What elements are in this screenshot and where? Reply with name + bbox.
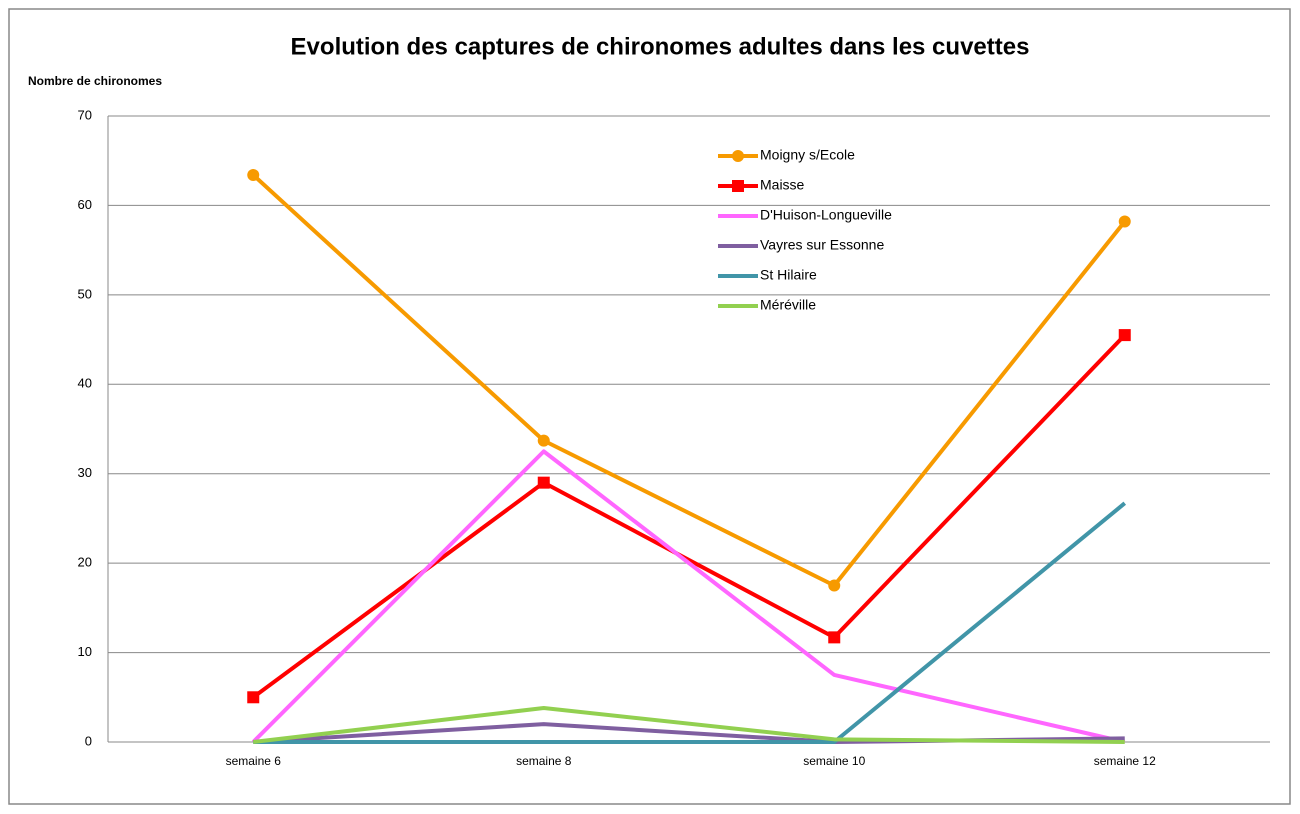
y-tick-label: 70 <box>78 107 92 122</box>
y-tick-label: 50 <box>78 286 92 301</box>
y-axis-label: Nombre de chironomes <box>28 74 162 88</box>
y-tick-label: 0 <box>85 733 92 748</box>
chart-border <box>8 8 1291 805</box>
series-line <box>252 333 1127 699</box>
legend-label: Méréville <box>760 297 816 313</box>
series-line <box>253 706 1125 744</box>
marker <box>247 691 260 704</box>
marker <box>828 631 841 644</box>
series-line <box>253 501 1127 744</box>
legend-marker <box>732 180 744 192</box>
legend-label: Maisse <box>760 177 805 193</box>
marker <box>247 169 260 182</box>
x-tick-label: semaine 12 <box>1094 754 1156 768</box>
y-tick-label: 30 <box>78 465 92 480</box>
series-line <box>251 449 1126 744</box>
chart-title: Evolution des captures de chironomes adu… <box>291 33 1030 60</box>
marker <box>1118 329 1131 342</box>
series-line <box>251 173 1127 588</box>
marker <box>1118 215 1131 228</box>
x-tick-label: semaine 10 <box>803 754 865 768</box>
y-tick-label: 40 <box>78 376 92 391</box>
marker <box>537 434 550 447</box>
x-tick-label: semaine 6 <box>226 754 282 768</box>
y-tick-label: 10 <box>78 644 92 659</box>
legend-label: St Hilaire <box>760 267 817 283</box>
y-tick-label: 60 <box>78 197 92 212</box>
legend-marker <box>732 150 744 162</box>
marker <box>828 579 841 592</box>
y-tick-label: 20 <box>78 555 92 570</box>
marker <box>537 476 550 489</box>
x-tick-label: semaine 8 <box>516 754 572 768</box>
legend-label: Moigny s/Ecole <box>760 147 855 163</box>
legend-label: Vayres sur Essonne <box>760 237 884 253</box>
legend-label: D'Huison-Longueville <box>760 207 892 223</box>
